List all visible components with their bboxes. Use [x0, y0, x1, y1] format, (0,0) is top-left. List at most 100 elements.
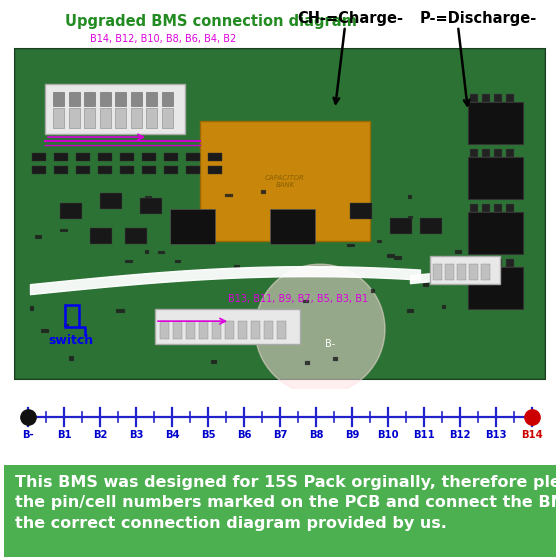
Bar [494, 94, 502, 102]
Bar [468, 267, 523, 309]
Bar [160, 321, 169, 339]
Bar [494, 149, 502, 157]
Bar [115, 108, 126, 128]
Bar [76, 166, 90, 174]
Bar [376, 240, 382, 244]
Bar [371, 290, 375, 293]
Bar [481, 264, 490, 280]
Bar [469, 264, 478, 280]
Text: B2: B2 [93, 430, 107, 440]
Bar [347, 244, 355, 248]
Bar [64, 324, 69, 327]
Text: This BMS was designed for 15S Pack orginally, therefore please ignore
the pin/ce: This BMS was designed for 15S Pack orgin… [15, 475, 560, 531]
Bar [76, 153, 90, 161]
Bar [54, 166, 68, 174]
Bar [272, 317, 278, 322]
Bar [120, 153, 134, 161]
Bar [407, 309, 414, 312]
Bar [68, 108, 80, 128]
Bar [433, 264, 442, 280]
Bar [482, 94, 490, 102]
Bar [430, 256, 500, 284]
Bar [98, 153, 112, 161]
Bar [494, 204, 502, 212]
Bar [120, 166, 134, 174]
Bar [175, 260, 180, 263]
Bar [100, 193, 122, 209]
Bar [104, 234, 109, 238]
Bar [394, 256, 403, 260]
Bar [333, 357, 338, 361]
Bar [408, 216, 413, 220]
Bar [161, 108, 172, 128]
Bar [100, 108, 110, 128]
Bar [208, 153, 222, 161]
Bar [186, 166, 200, 174]
Bar [482, 204, 490, 212]
Bar [455, 250, 462, 254]
Text: B14: B14 [521, 430, 543, 440]
Bar [144, 250, 150, 254]
Text: B7: B7 [273, 430, 287, 440]
Bar [260, 190, 267, 194]
Text: B6: B6 [237, 430, 251, 440]
Bar [45, 84, 185, 134]
Bar [65, 305, 79, 327]
Text: B9: B9 [345, 430, 359, 440]
Text: switch: switch [48, 334, 93, 347]
Bar [482, 149, 490, 157]
Bar [305, 361, 310, 365]
Bar [506, 94, 514, 102]
Bar [68, 92, 80, 106]
Bar [277, 321, 286, 339]
Text: B-: B- [325, 339, 335, 349]
Bar [69, 357, 73, 361]
Bar [158, 251, 165, 254]
Bar [393, 226, 398, 230]
Bar [140, 198, 162, 214]
Bar [482, 259, 490, 267]
Bar [98, 166, 112, 174]
Bar [470, 94, 478, 102]
Bar [130, 92, 142, 106]
Bar [161, 92, 172, 106]
Circle shape [255, 264, 385, 394]
Bar [53, 108, 64, 128]
Bar [146, 108, 157, 128]
Text: B8: B8 [309, 430, 323, 440]
Bar [164, 153, 178, 161]
Bar [200, 121, 370, 241]
Text: CH-=Charge-: CH-=Charge- [297, 11, 403, 26]
Bar [470, 259, 478, 267]
Bar [445, 264, 454, 280]
Text: B3: B3 [129, 430, 143, 440]
Bar [60, 203, 82, 219]
Bar [90, 228, 112, 244]
Bar [100, 92, 110, 106]
Bar [35, 235, 43, 239]
Text: B10: B10 [377, 430, 399, 440]
Bar [125, 260, 133, 263]
Text: B-: B- [22, 430, 34, 440]
Bar [32, 153, 46, 161]
Text: B13: B13 [486, 430, 507, 440]
Bar [30, 306, 34, 311]
Bar [208, 166, 222, 174]
Bar [494, 259, 502, 267]
Bar [54, 153, 68, 161]
Bar [186, 153, 200, 161]
FancyBboxPatch shape [2, 463, 558, 559]
Bar [166, 316, 171, 321]
Bar [423, 283, 428, 287]
Bar [420, 218, 442, 234]
Text: B5: B5 [200, 430, 215, 440]
Bar [116, 309, 125, 313]
Text: Upgraded BMS connection diagram: Upgraded BMS connection diagram [65, 14, 357, 29]
Bar [15, 49, 545, 379]
Bar [115, 92, 126, 106]
Bar [125, 228, 147, 244]
Text: B13, B11, B9, B7, B5, B3, B1: B13, B11, B9, B7, B5, B3, B1 [228, 294, 368, 304]
Bar [60, 229, 68, 232]
Bar [225, 194, 234, 198]
Bar [142, 153, 156, 161]
